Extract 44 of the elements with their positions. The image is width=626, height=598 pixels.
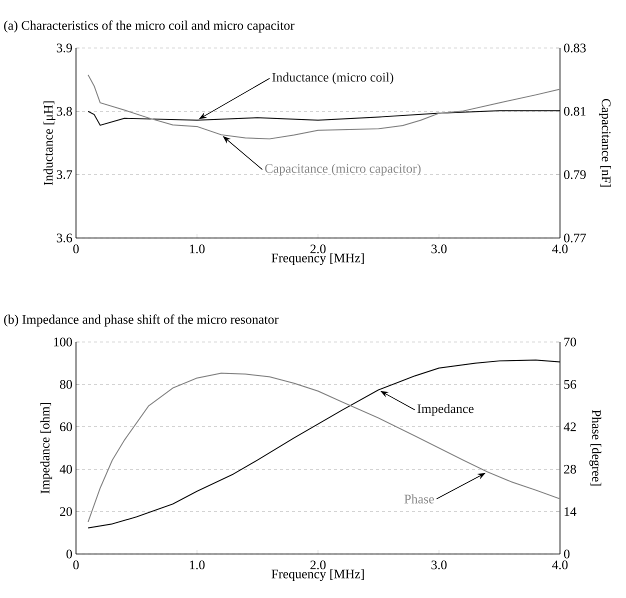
y-tick-label: 80 bbox=[60, 380, 72, 389]
y2-tick-label: 70 bbox=[564, 338, 576, 346]
chart-title: (b) Impedance and phase shift of the micro resonator bbox=[4, 314, 278, 326]
y-tick-label: 3.8 bbox=[56, 106, 72, 116]
x-tick-label: 4.0 bbox=[552, 244, 568, 254]
text: Phase bbox=[404, 494, 434, 504]
y2-tick-label: 56 bbox=[564, 380, 576, 389]
chart-title: (a) Characteristics of the micro coil and micro capacitor bbox=[4, 20, 294, 32]
x-tick-label: 3.0 bbox=[432, 244, 447, 254]
y-tick-label: 60 bbox=[60, 422, 72, 432]
y-tick-label: 20 bbox=[60, 507, 72, 516]
x-tick-label: 0 bbox=[73, 560, 79, 570]
x-tick-label: 0 bbox=[73, 244, 79, 254]
y-axis-title: Inductance [μH] bbox=[44, 101, 56, 186]
text: Inductance (micro coil) bbox=[272, 72, 394, 84]
y-tick-label: 40 bbox=[60, 464, 72, 474]
x-tick-label: 4.0 bbox=[552, 560, 568, 570]
series-label: Capacitance (micro capacitor) bbox=[265, 164, 421, 176]
y2-tick-label: 0.81 bbox=[564, 106, 586, 116]
x-tick-label: 3.0 bbox=[432, 560, 447, 570]
line-series bbox=[88, 74, 561, 140]
y-tick-label: 3.7 bbox=[56, 170, 72, 180]
x-axis-title: Frequency [MHz] bbox=[272, 569, 364, 582]
y2-tick-label: 14 bbox=[564, 507, 576, 516]
y-tick-label: 0 bbox=[66, 550, 72, 558]
x-tick-label: 1.0 bbox=[190, 560, 205, 570]
y2-tick-label: 0.79 bbox=[564, 170, 586, 180]
y-tick-label: 100 bbox=[54, 338, 72, 346]
x-tick-label: 2.0 bbox=[310, 560, 326, 570]
y2-axis-title: Phase [degree] bbox=[589, 410, 602, 486]
text: Impedance bbox=[417, 404, 474, 416]
y2-axis-title: Capacitance [nF] bbox=[599, 98, 611, 187]
line-series bbox=[88, 110, 561, 126]
x-tick-label: 2.0 bbox=[310, 244, 326, 254]
y2-tick-label: 42 bbox=[564, 422, 576, 432]
y2-tick-label: 0 bbox=[564, 550, 570, 558]
y-tick-label: 3.6 bbox=[56, 234, 72, 242]
x-tick-label: 1.0 bbox=[190, 244, 205, 254]
y-tick-label: 3.9 bbox=[56, 44, 72, 52]
y2-tick-label: 28 bbox=[564, 464, 576, 474]
x-axis-title: Frequency [MHz] bbox=[272, 253, 364, 266]
y2-tick-label: 0.83 bbox=[564, 44, 586, 52]
y-axis-title: Impedance [ohm] bbox=[40, 402, 52, 494]
y2-tick-label: 0.77 bbox=[564, 234, 586, 242]
